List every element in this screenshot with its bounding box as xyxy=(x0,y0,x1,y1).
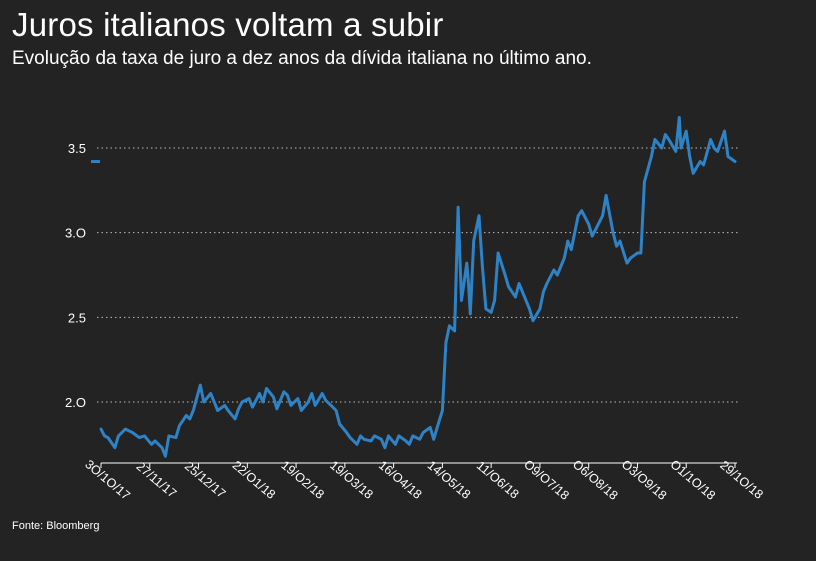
y-tick-label: 3.O xyxy=(65,226,86,241)
x-tick-label: 19/O3/18 xyxy=(327,458,375,502)
grid-lines xyxy=(97,147,738,403)
chart-title: Juros italianos voltam a subir xyxy=(12,6,444,43)
x-tick-label: O6/O8/18 xyxy=(570,457,621,503)
x-tick-label: 16/O4/18 xyxy=(376,458,424,502)
x-tick-label: O1/1O/18 xyxy=(668,457,719,503)
x-tick-label: 27/11/17 xyxy=(134,459,180,500)
source-note: Fonte: Bloomberg xyxy=(12,520,100,532)
x-tick-label: 14/O5/18 xyxy=(425,458,473,502)
y-tick-label: 2.O xyxy=(65,395,86,410)
x-tick-label: O3/O9/18 xyxy=(619,457,670,503)
x-tick-label: 22/O1/18 xyxy=(230,458,278,502)
x-tick-label: 25/12/17 xyxy=(182,459,228,501)
x-tick-label: 29/1O/18 xyxy=(717,458,765,502)
series-group xyxy=(91,116,737,458)
series-line xyxy=(99,116,737,458)
x-tick-label: 11/O6/18 xyxy=(474,458,522,501)
chart-subtitle: Evolução da taxa de juro a dez anos da d… xyxy=(12,48,592,69)
x-axis: 3O/1O/17 27/11/17 25/12/17 22/O1/18 19/O2/18… xyxy=(82,457,765,503)
y-axis: 2.O 2.5 3.O 3.5 xyxy=(65,141,86,410)
y-tick-label: 2.5 xyxy=(68,310,86,325)
x-tick-label: O9/O7/18 xyxy=(521,457,572,503)
y-tick-label: 3.5 xyxy=(68,141,86,156)
x-tick-label: 19/O2/18 xyxy=(278,458,326,502)
x-tick-label: 3O/1O/17 xyxy=(82,457,133,503)
